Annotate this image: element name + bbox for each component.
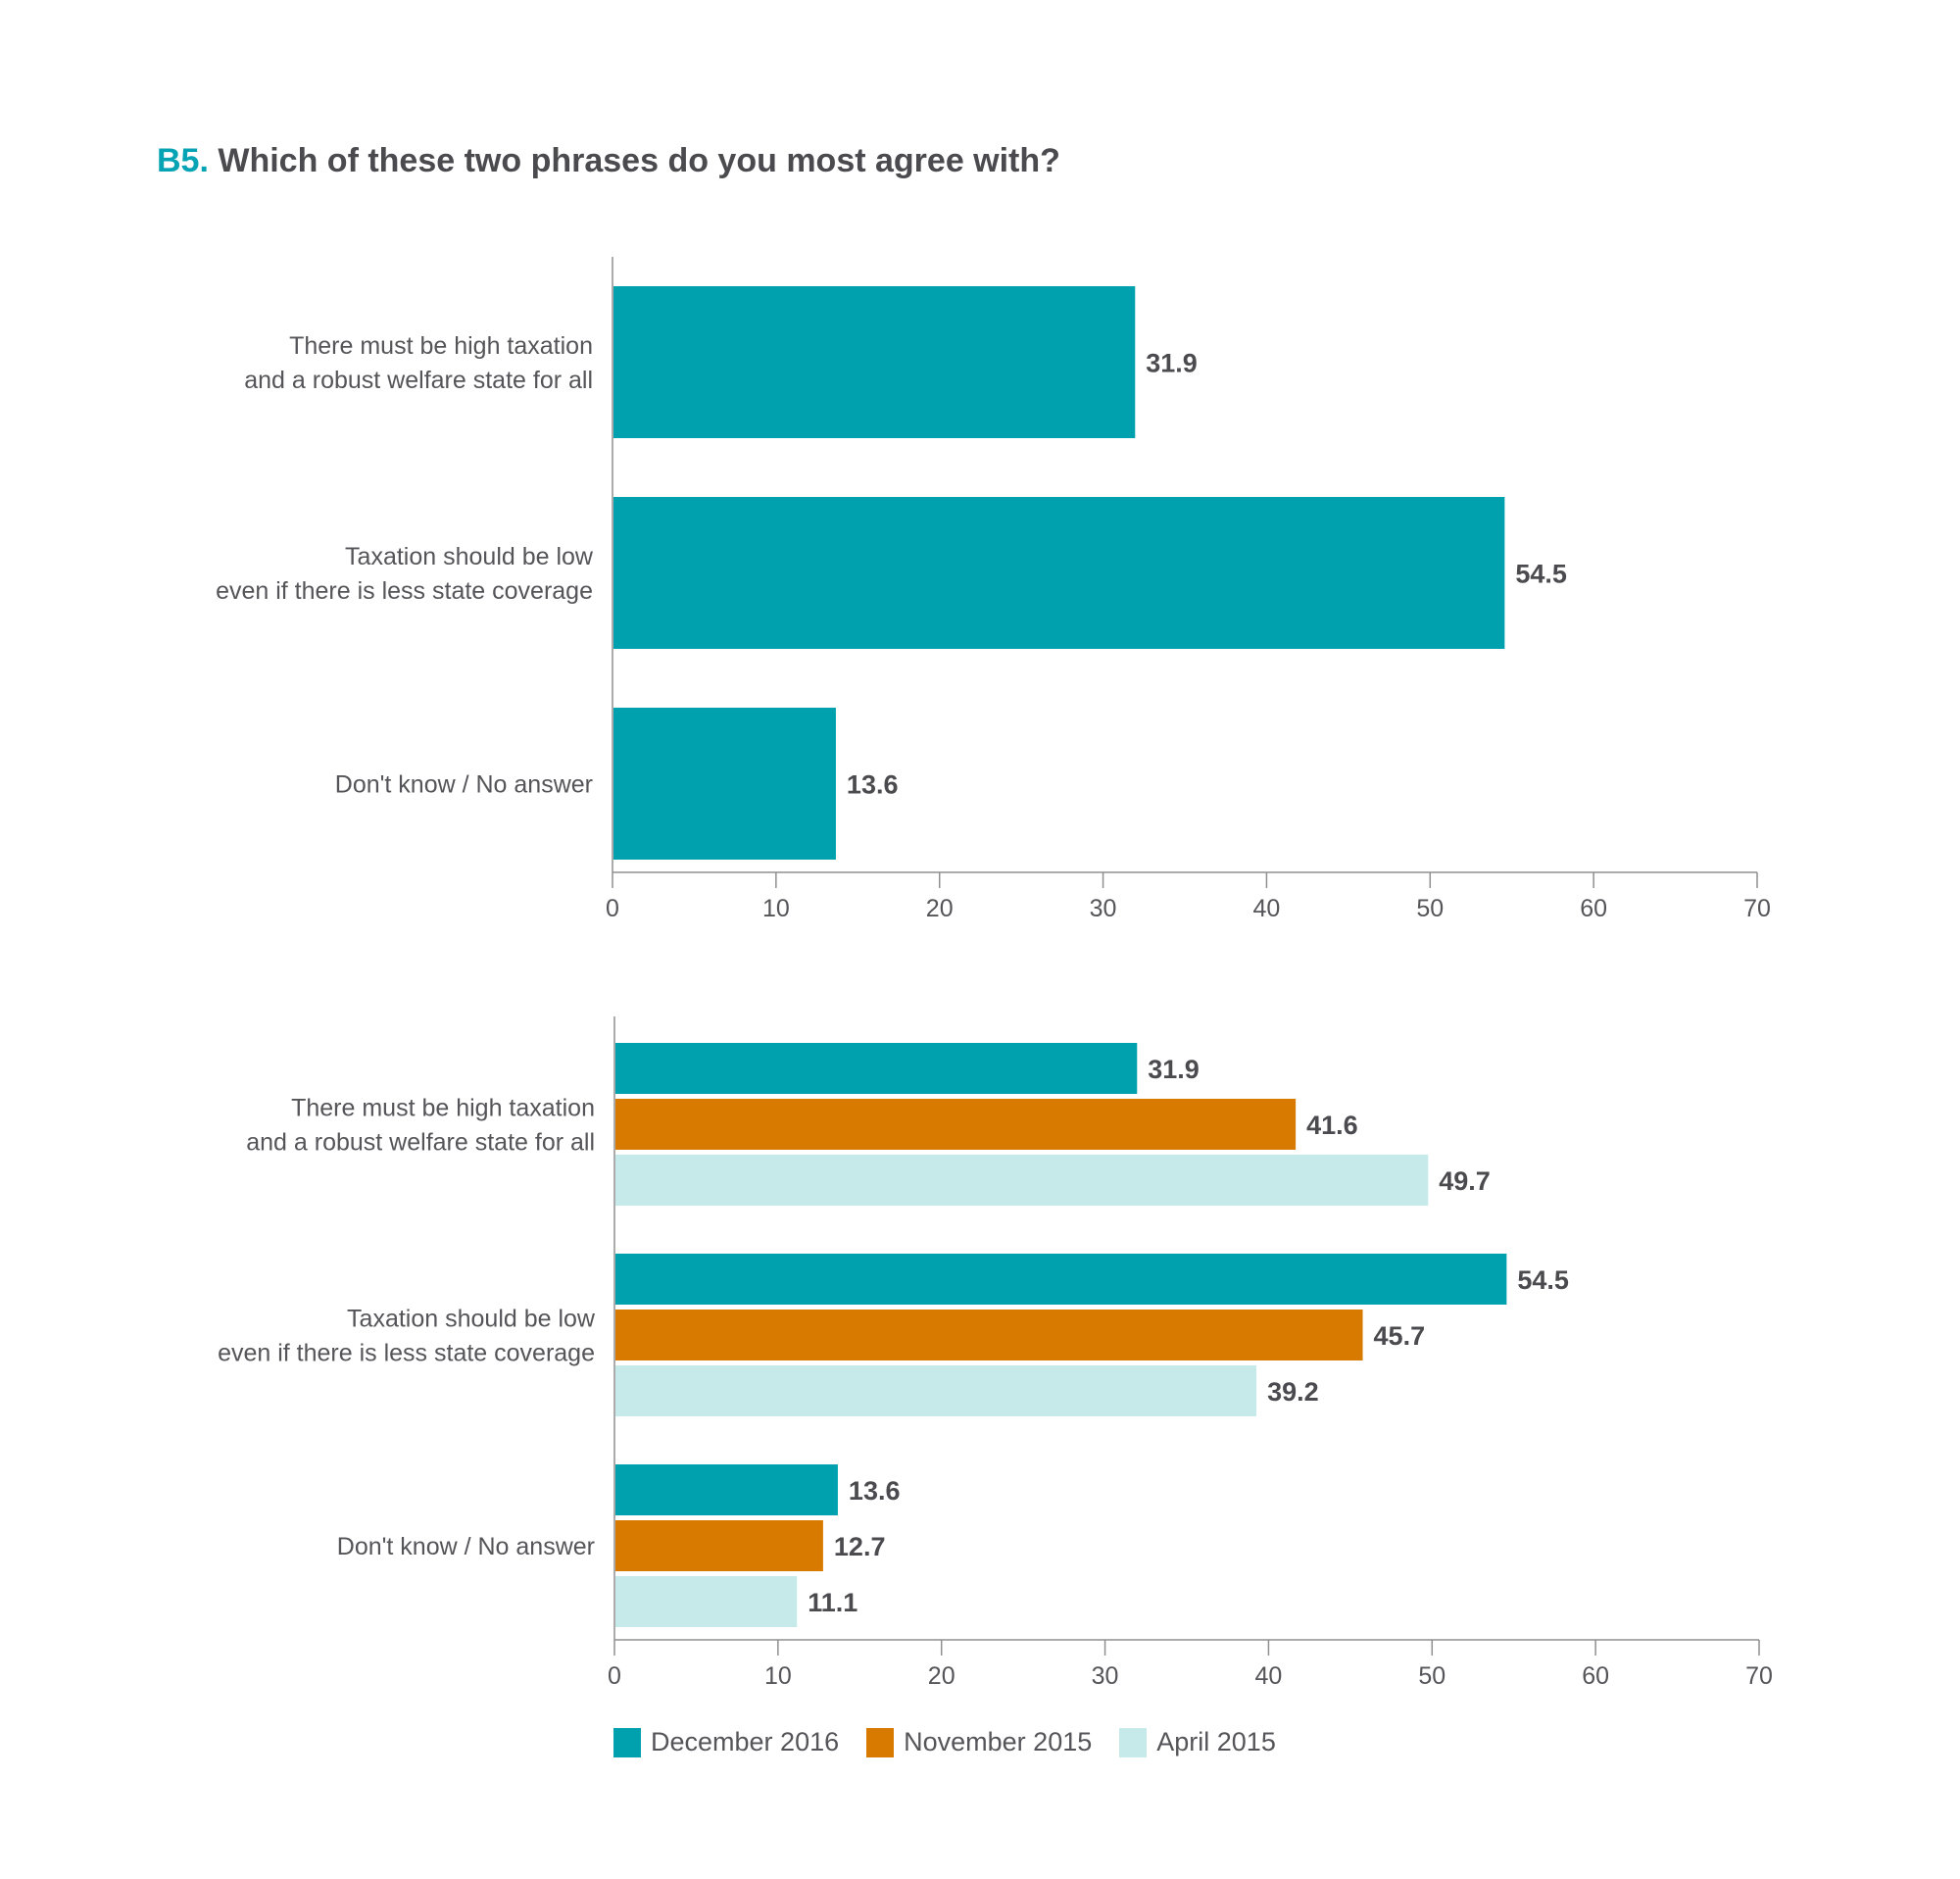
legend-swatch-december-2016: [613, 1727, 641, 1757]
x-tick-label: 70: [1743, 895, 1771, 922]
question-id: B5.: [157, 142, 209, 179]
legend-swatch-april-2015: [1119, 1727, 1148, 1757]
bar: [613, 708, 836, 860]
chart-title: B5. Which of these two phrases do you mo…: [157, 142, 1060, 180]
bar: [613, 286, 1136, 438]
x-tick-label: 70: [1745, 1662, 1773, 1690]
data-label: 12.7: [834, 1532, 886, 1561]
bar: [615, 1464, 838, 1515]
category-label: Don't know / No answer: [337, 1533, 595, 1560]
legend-label-november-2015: November 2015: [904, 1727, 1093, 1756]
data-label: 45.7: [1374, 1321, 1426, 1351]
data-label: 49.7: [1439, 1166, 1491, 1196]
legend-item-april-2015: April 2015: [1119, 1727, 1276, 1757]
data-label: 13.6: [847, 770, 899, 800]
data-label: 41.6: [1306, 1111, 1358, 1140]
bar: [613, 497, 1505, 649]
x-tick-label: 20: [926, 895, 954, 922]
x-tick-label: 50: [1418, 1662, 1446, 1690]
data-label: 39.2: [1267, 1377, 1319, 1407]
x-tick-label: 30: [1090, 895, 1117, 922]
bar: [615, 1365, 1257, 1416]
data-label: 54.5: [1515, 560, 1567, 589]
x-tick-label: 40: [1253, 895, 1281, 922]
x-tick-label: 20: [928, 1662, 956, 1690]
legend-item-december-2016: December 2016: [613, 1727, 839, 1757]
x-tick-label: 60: [1580, 895, 1607, 922]
bar: [615, 1520, 823, 1571]
data-label: 31.9: [1146, 349, 1198, 378]
bar: [615, 1254, 1507, 1305]
category-label: Taxation should be low even if there is l…: [218, 1306, 596, 1367]
category-label: There must be high taxation and a robust …: [244, 332, 593, 394]
bar: [615, 1310, 1363, 1360]
x-tick-label: 10: [762, 895, 790, 922]
bar: [615, 1576, 798, 1627]
category-label: Taxation should be low even if there is l…: [216, 543, 594, 605]
category-label: There must be high taxation and a robust …: [246, 1095, 595, 1157]
legend: December 2016 November 2015 April 2015: [613, 1727, 1276, 1757]
x-tick-label: 60: [1582, 1662, 1609, 1690]
x-tick-label: 30: [1092, 1662, 1119, 1690]
x-tick-label: 0: [608, 1662, 621, 1690]
legend-item-november-2015: November 2015: [866, 1727, 1092, 1757]
question-text: Which of these two phrases do you most a…: [218, 142, 1060, 179]
category-label: Don't know / No answer: [335, 771, 593, 799]
x-tick-label: 0: [606, 895, 619, 922]
legend-label-december-2016: December 2016: [651, 1727, 840, 1756]
bar: [615, 1043, 1138, 1094]
data-label: 31.9: [1148, 1055, 1200, 1084]
legend-swatch-november-2015: [866, 1727, 895, 1757]
data-label: 54.5: [1517, 1265, 1569, 1295]
x-tick-label: 40: [1255, 1662, 1283, 1690]
chart-single-series: 0 10 20 30 40 50 60 70 There must be high taxati…: [216, 257, 1771, 922]
bar: [615, 1099, 1297, 1150]
x-tick-label: 10: [764, 1662, 792, 1690]
bar: [615, 1155, 1429, 1206]
chart-multi-series: 0 10 20 30 40 50 60 70 There must be high taxati…: [218, 1016, 1773, 1690]
legend-label-april-2015: April 2015: [1156, 1727, 1276, 1756]
data-label: 11.1: [808, 1588, 858, 1617]
x-tick-label: 50: [1416, 895, 1444, 922]
data-label: 13.6: [849, 1476, 901, 1506]
